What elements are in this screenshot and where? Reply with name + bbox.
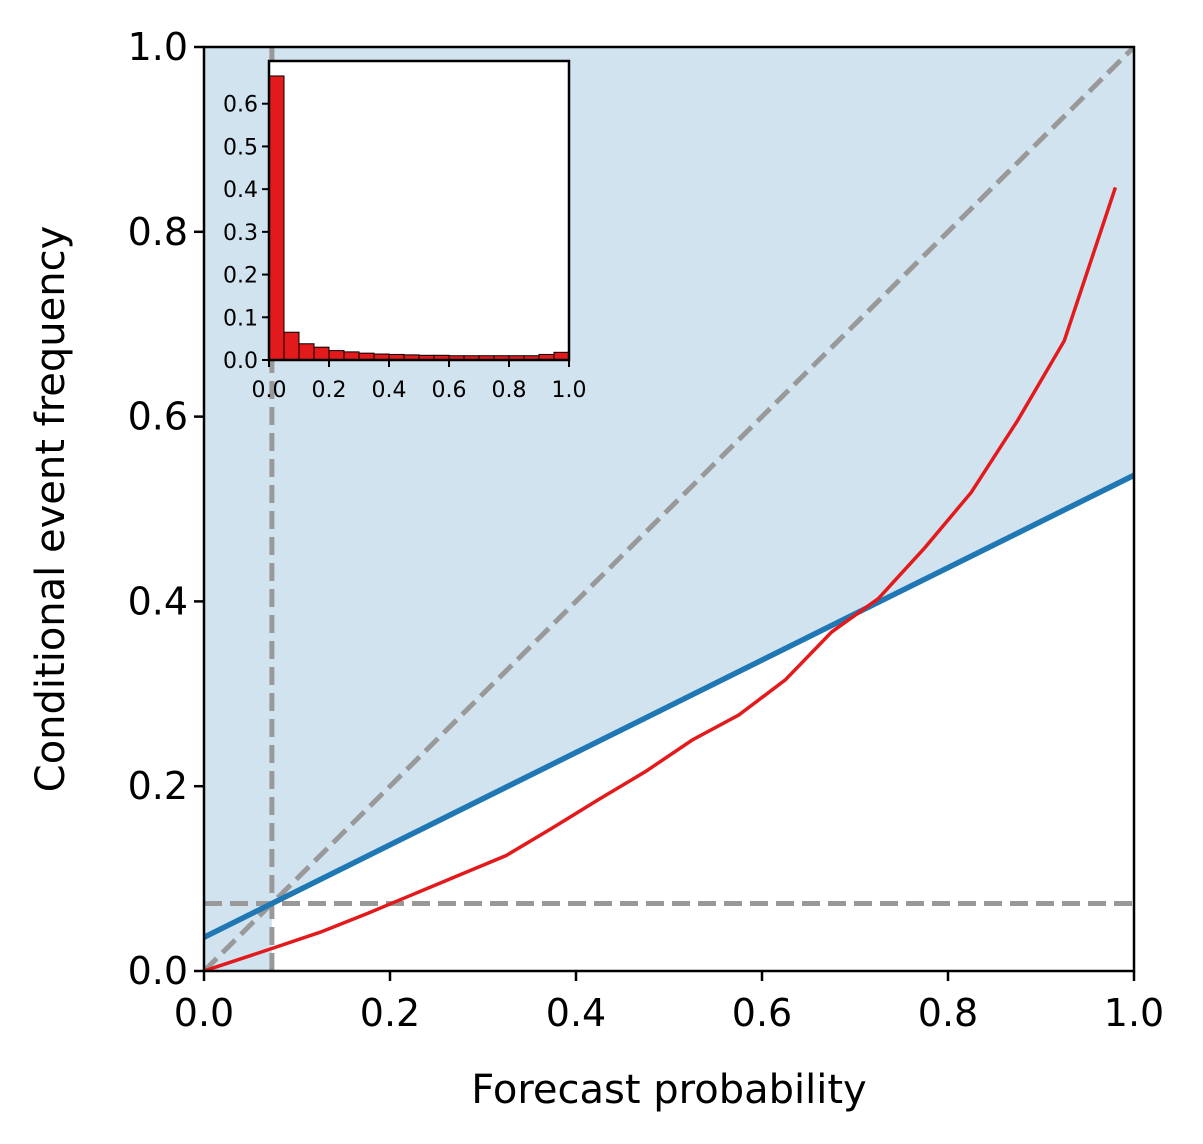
inset-x-tick-label: 1.0	[552, 378, 587, 403]
y-axis-label: Conditional event frequency	[28, 226, 74, 792]
inset-bars	[268, 75, 570, 361]
y-tick-label: 0.4	[128, 579, 188, 623]
inset-x-tick-label: 0.8	[492, 378, 527, 403]
y-tick-label: 0.0	[128, 949, 188, 993]
perfect-reliability-line	[204, 47, 1134, 971]
y-tick-label: 0.6	[128, 395, 188, 439]
inset-y-ticks: 0.0 0.1 0.2 0.3 0.4 0.5 0.6	[223, 93, 269, 374]
inset-y-tick-label: 0.5	[223, 135, 258, 160]
x-axis-label: Forecast probability	[471, 1067, 866, 1113]
x-tick-label: 0.0	[174, 991, 234, 1035]
main-axes-frame	[202, 45, 1136, 973]
inset-x-tick-label: 0.6	[432, 378, 467, 403]
inset-y-tick-label: 0.0	[223, 349, 258, 374]
main-y-ticks: 0.0 0.2 0.4 0.6 0.8 1.0	[128, 25, 204, 993]
inset-y-tick-label: 0.3	[223, 221, 258, 246]
inset-y-tick-label: 0.1	[223, 306, 258, 331]
histogram-bar	[313, 346, 330, 361]
inset-background	[269, 61, 569, 360]
no-skill-line	[204, 472, 1134, 940]
y-tick-label: 0.8	[128, 210, 188, 254]
y-tick-label: 1.0	[128, 25, 188, 69]
histogram-bar	[328, 350, 345, 361]
inset-y-tick-label: 0.2	[223, 264, 258, 289]
histogram-bar	[283, 331, 300, 361]
inset-x-tick-label: 0.0	[252, 378, 287, 403]
x-tick-label: 1.0	[1104, 991, 1164, 1035]
inset-y-tick-label: 0.4	[223, 178, 258, 203]
inset-frame	[267, 59, 571, 362]
inset-histogram: 0.0 0.2 0.4 0.6 0.8 1.0 0.0 0.1 0.2 0.3 0.4 0.5 0.6	[223, 59, 587, 403]
x-tick-label: 0.4	[546, 991, 606, 1035]
main-x-ticks: 0.0 0.2 0.4 0.6 0.8 1.0	[174, 971, 1164, 1035]
inset-x-ticks: 0.0 0.2 0.4 0.6 0.8 1.0	[252, 360, 587, 403]
histogram-bar	[298, 343, 315, 361]
x-tick-label: 0.8	[918, 991, 978, 1035]
histogram-bar	[268, 75, 285, 361]
x-tick-label: 0.6	[732, 991, 792, 1035]
x-tick-label: 0.2	[360, 991, 420, 1035]
y-tick-label: 0.2	[128, 764, 188, 808]
inset-y-tick-label: 0.6	[223, 93, 258, 118]
inset-x-tick-label: 0.4	[372, 378, 407, 403]
inset-x-tick-label: 0.2	[312, 378, 347, 403]
reliability-curve	[204, 186, 1118, 971]
